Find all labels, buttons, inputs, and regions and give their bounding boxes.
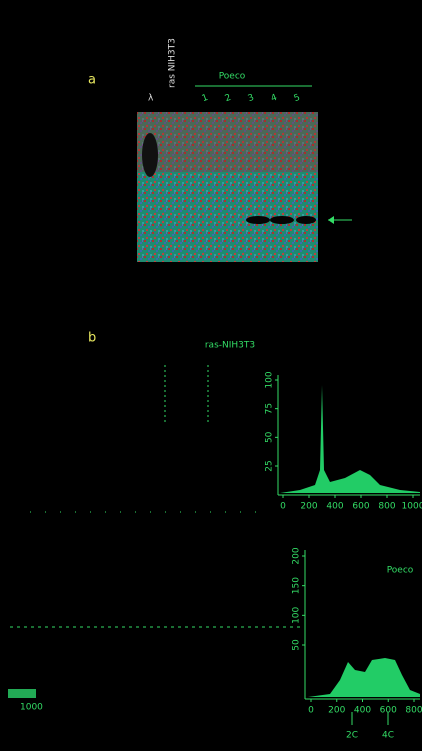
x-tick-label: 800 — [405, 706, 422, 716]
x-tick-label: 1000 — [402, 502, 422, 512]
x-tick-label: 600 — [380, 706, 397, 716]
histogram-title: Poeco — [387, 566, 414, 576]
lane-label: λ — [148, 94, 154, 104]
lane-number: 1 — [201, 93, 210, 104]
x-tick-label: 0 — [308, 706, 314, 716]
lane-number: 3 — [247, 93, 256, 104]
gel-shade — [137, 112, 318, 172]
x-tick-label: 0 — [280, 502, 286, 512]
histogram — [308, 658, 420, 697]
histogram-title: ras-NIH3T3 — [205, 341, 255, 351]
marker-band — [142, 133, 158, 177]
band — [296, 216, 316, 224]
band — [270, 216, 294, 224]
lane-number: 5 — [293, 93, 302, 104]
marker-label: 2C — [346, 731, 358, 741]
y-tick-label: 100 — [292, 606, 302, 623]
page: a λ ras NIH3T3 Poeco 12345 b 1000 ras-NI… — [0, 0, 422, 751]
lane-number: 2 — [224, 93, 233, 104]
y-tick-label: 50 — [292, 639, 302, 651]
lane-number: 4 — [270, 93, 279, 104]
y-tick-label: 100 — [265, 371, 275, 388]
x-tick-label: 400 — [354, 706, 371, 716]
x-tick-label: 200 — [328, 706, 345, 716]
y-tick-label: 75 — [265, 403, 275, 414]
marker-label: 4C — [382, 731, 394, 741]
lane-label: ras NIH3T3 — [168, 38, 178, 88]
y-tick-label: 25 — [265, 460, 275, 471]
lane-numbers: 1 2 3 4 5 — [201, 93, 302, 104]
x-tick-label: 400 — [326, 502, 343, 512]
group-label: Poeco — [219, 72, 246, 82]
histogram — [280, 385, 420, 493]
y-tick-label: 150 — [292, 577, 302, 594]
stray-label: 1000 — [20, 703, 43, 713]
panel-label: a — [88, 73, 96, 88]
y-tick-label: 50 — [265, 431, 275, 443]
y-tick-label: 200 — [292, 547, 302, 564]
x-tick-label: 800 — [378, 502, 395, 512]
figure: a λ ras NIH3T3 Poeco 12345 b 1000 ras-NI… — [0, 0, 422, 751]
block — [8, 689, 36, 698]
x-tick-label: 600 — [352, 502, 369, 512]
band — [246, 216, 270, 224]
panel-label: b — [88, 331, 96, 346]
arrow-head — [328, 216, 334, 224]
x-tick-label: 200 — [300, 502, 317, 512]
